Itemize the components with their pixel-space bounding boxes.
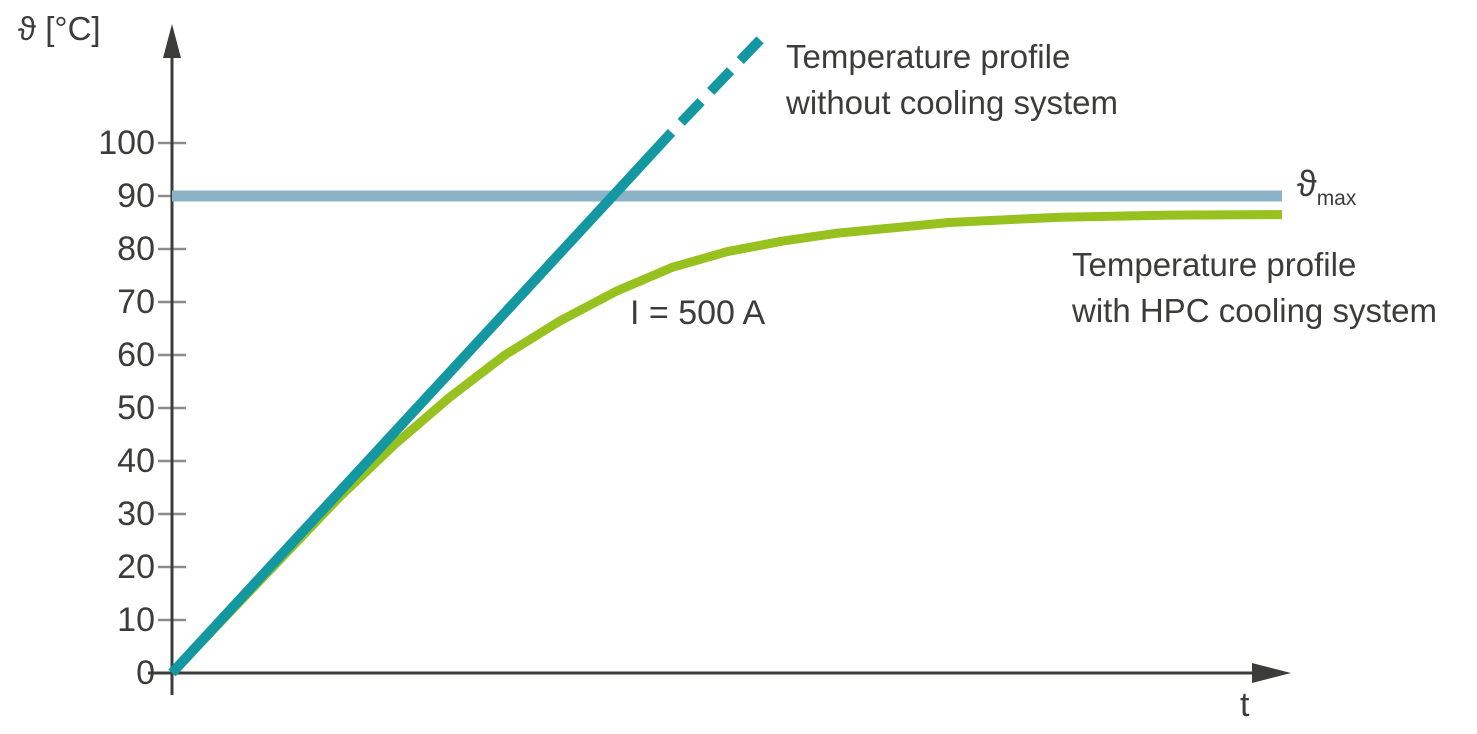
label-without-cooling: Temperature profile without cooling syst… <box>786 34 1118 126</box>
y-tick-label-70: 70 <box>117 283 155 321</box>
label-with-cooling-line2: with HPC cooling system <box>1072 292 1437 329</box>
y-tick-label-90: 90 <box>117 177 155 215</box>
y-tick-label-60: 60 <box>117 336 155 374</box>
theta-max-symbol: ϑ <box>1297 163 1317 204</box>
x-axis-title: t <box>1240 686 1250 724</box>
label-with-cooling: Temperature profile with HPC cooling sys… <box>1072 242 1437 334</box>
x-axis-arrowhead <box>1252 663 1291 683</box>
y-tick-label-10: 10 <box>117 601 155 639</box>
y-tick-label-100: 100 <box>98 124 155 162</box>
y-tick-label-80: 80 <box>117 230 155 268</box>
line-without-cooling-dashed <box>667 36 764 136</box>
y-tick-label-30: 30 <box>117 495 155 533</box>
y-tick-label-0: 0 <box>136 654 155 692</box>
label-theta-max: ϑmax <box>1297 163 1356 211</box>
label-without-cooling-line2: without cooling system <box>786 84 1118 121</box>
y-tick-label-50: 50 <box>117 389 155 427</box>
y-axis-arrowhead <box>163 24 181 58</box>
label-with-cooling-line1: Temperature profile <box>1072 246 1357 283</box>
label-current-annotation: I = 500 A <box>630 294 766 332</box>
line-without-cooling <box>168 129 676 677</box>
y-tick-label-40: 40 <box>117 442 155 480</box>
label-without-cooling-line1: Temperature profile <box>786 38 1071 75</box>
y-axis-title: ϑ [°C] <box>18 10 101 47</box>
theta-max-subscript: max <box>1316 187 1357 210</box>
y-tick-label-20: 20 <box>117 548 155 586</box>
